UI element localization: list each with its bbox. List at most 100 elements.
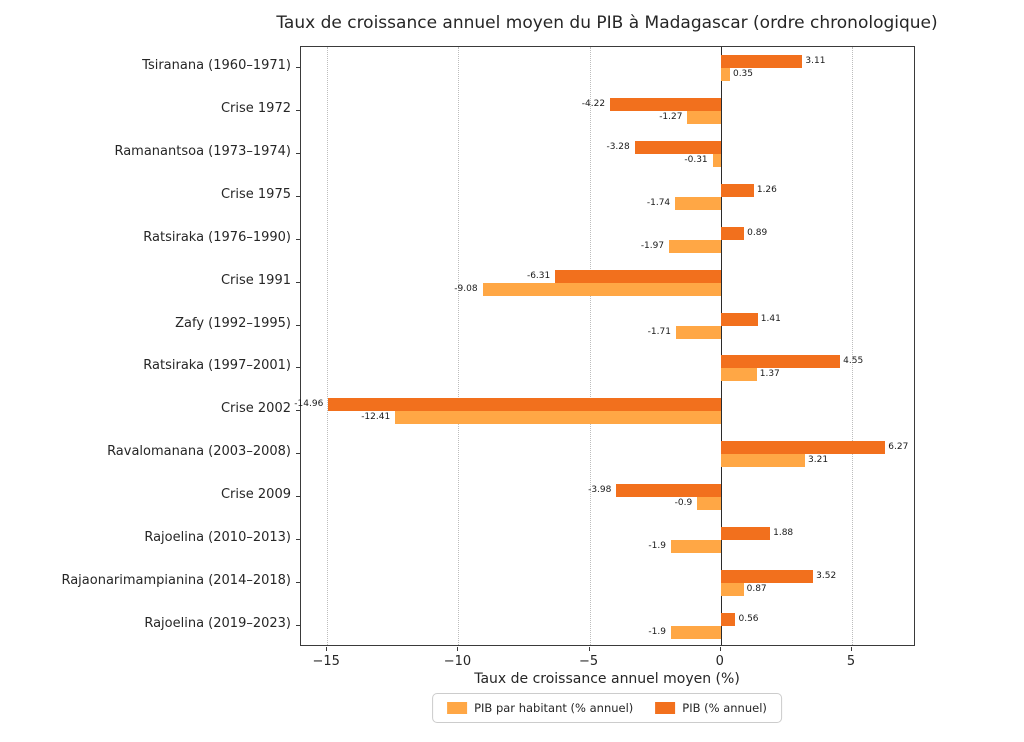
bar-value-label: 0.89	[747, 227, 768, 238]
legend: PIB par habitant (% annuel) PIB (% annuel…	[432, 693, 782, 723]
chart-title: Taux de croissance annuel moyen du PIB à…	[276, 13, 938, 33]
bar-value-label: 0.56	[738, 613, 759, 624]
bar-pib-par-habitant	[712, 154, 721, 168]
bar-pib-par-habitant	[697, 497, 721, 510]
y-tick-mark	[296, 281, 300, 283]
legend-label: PIB (% annuel)	[682, 701, 767, 715]
bar-value-label: -1.97	[640, 240, 665, 251]
gridline	[327, 47, 329, 645]
bar-pib	[720, 441, 886, 455]
y-axis-label: Ratsiraka (1997–2001)	[143, 358, 291, 374]
bar-pib-par-habitant	[720, 368, 757, 382]
bar-pib	[720, 569, 814, 583]
bar-value-label: -1.71	[647, 326, 671, 337]
bar-pib-par-habitant	[675, 325, 721, 339]
x-tick-label: −5	[579, 654, 599, 669]
bar-pib-par-habitant	[669, 239, 721, 253]
zero-line	[720, 47, 722, 645]
y-axis-label: Crise 1972	[220, 101, 291, 117]
y-axis-label: Rajoelina (2010–2013)	[144, 529, 291, 545]
bar-value-label: -1.27	[659, 112, 683, 123]
bar-value-label: -12.41	[361, 412, 391, 423]
bar-value-label: -14.96	[294, 399, 324, 410]
y-tick-mark	[296, 67, 300, 69]
x-tick-mark	[850, 647, 852, 651]
y-tick-mark	[296, 453, 300, 455]
bar-pib-par-habitant	[670, 539, 721, 553]
bar-value-label: -3.98	[588, 485, 612, 495]
bar-value-label: 1.41	[760, 313, 781, 324]
y-axis-label: Rajoelina (2019–2023)	[144, 615, 291, 631]
bar-pib	[328, 398, 721, 412]
y-tick-mark	[296, 538, 300, 540]
bar-value-label: 3.21	[808, 455, 829, 466]
legend-label: PIB par habitant (% annuel)	[474, 701, 634, 715]
bar-value-label: -1.74	[646, 198, 671, 208]
bar-value-label: -1.9	[648, 540, 666, 551]
x-tick-mark	[326, 647, 328, 651]
bar-value-label: 1.37	[759, 369, 780, 380]
legend-item: PIB par habitant (% annuel)	[447, 701, 633, 715]
y-axis-label: Crise 1991	[220, 272, 291, 288]
bar-pib	[720, 312, 758, 326]
plot-area: 0.35 3.11 -1.27 -4.22 -0.31 -3.28 -1.74 1.26 -1.…	[294, 46, 915, 646]
bar-value-label: 3.11	[805, 56, 826, 67]
y-axis-label: Tsiranana (1960–1971)	[142, 58, 291, 74]
bar-pib	[720, 184, 754, 197]
y-tick-mark	[296, 110, 300, 112]
bar-pib	[616, 484, 721, 497]
x-tick-label: 0	[715, 654, 724, 669]
legend-item: PIB (% annuel)	[655, 701, 767, 715]
bar-pib	[610, 98, 721, 112]
bar-value-label: -1.9	[648, 626, 666, 637]
bar-value-label: 1.88	[773, 527, 794, 538]
bar-value-label: 4.55	[843, 356, 864, 367]
bar-value-label: -0.9	[674, 498, 693, 508]
y-axis-label: Crise 2009	[220, 487, 291, 502]
bar-pib-par-habitant	[720, 582, 744, 596]
bar-value-label: -9.08	[454, 283, 478, 294]
y-tick-mark	[296, 410, 300, 412]
x-tick-label: −15	[312, 654, 340, 669]
gridline	[589, 47, 591, 645]
bar-pib-par-habitant	[687, 111, 721, 125]
y-axis-label: Ratsiraka (1976–1990)	[143, 229, 291, 245]
bar-value-label: 6.27	[888, 442, 909, 453]
bar-pib	[720, 226, 745, 240]
x-tick-mark	[588, 647, 590, 651]
y-tick-mark	[296, 238, 300, 240]
y-axis-label: Ramanantsoa (1973–1974)	[114, 144, 291, 160]
bar-pib-par-habitant	[675, 197, 721, 210]
bar-pib	[720, 526, 771, 540]
y-axis-label: Crise 1975	[220, 187, 291, 202]
y-tick-mark	[296, 581, 300, 583]
x-tick-mark	[457, 647, 459, 651]
bar-value-label: 1.26	[756, 185, 777, 195]
legend-swatch	[447, 702, 468, 714]
bar-value-label: -0.31	[684, 155, 708, 166]
gridline	[458, 47, 460, 645]
x-tick-label: −10	[443, 654, 472, 669]
x-tick-mark	[719, 647, 721, 651]
y-axis-label: Zafy (1992–1995)	[175, 315, 291, 331]
bar-pib-par-habitant	[720, 68, 730, 82]
y-axis-label: Crise 2002	[220, 401, 291, 417]
legend-swatch	[655, 702, 676, 714]
bar-value-label: 3.52	[816, 570, 837, 581]
x-axis-title: Taux de croissance annuel moyen (%)	[474, 671, 740, 687]
y-tick-mark	[296, 367, 300, 369]
bar-pib-par-habitant	[482, 282, 721, 296]
bar-value-label: -6.31	[526, 270, 551, 281]
bar-value-label: 0.87	[746, 583, 767, 594]
bar-value-label: 0.35	[732, 69, 754, 80]
bar-pib	[720, 612, 736, 626]
y-tick-mark	[296, 624, 300, 626]
bar-value-label: -3.28	[606, 142, 630, 153]
bar-pib	[720, 355, 841, 369]
bar-value-label: -4.22	[581, 99, 606, 110]
gridline	[851, 47, 853, 645]
bar-pib	[555, 269, 721, 283]
bar-pib	[634, 141, 721, 155]
bar-pib	[720, 55, 803, 69]
